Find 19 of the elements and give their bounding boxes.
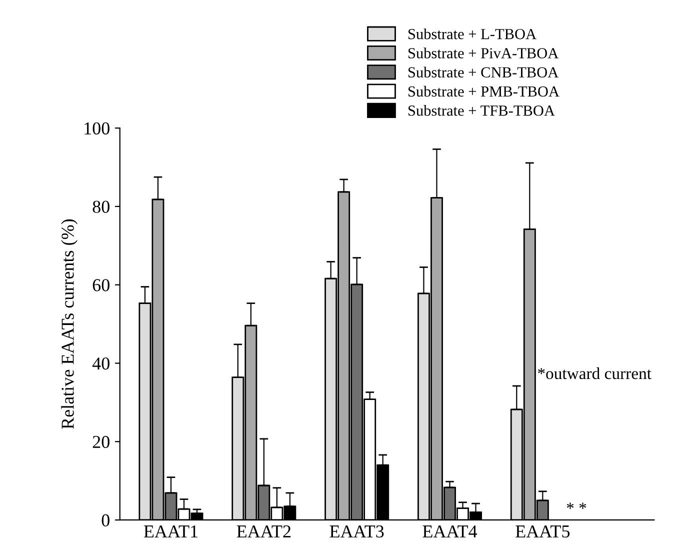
x-tick-label: EAAT1 (144, 525, 198, 538)
y-tick-label: 0 (102, 514, 110, 526)
y-tick-label: 60 (92, 279, 110, 292)
y-axis-title: Relative EAATs currents (%) (61, 219, 78, 429)
legend-label: Substrate + PMB-TBOA (408, 86, 560, 97)
x-tick-label: EAAT2 (236, 525, 290, 538)
legend-label: Substrate + PivA-TBOA (408, 48, 559, 58)
annotation: *outward current (538, 367, 652, 380)
y-tick-label: 80 (92, 200, 110, 213)
legend-label: Substrate + TFB-TBOA (408, 105, 555, 116)
x-tick-label: EAAT3 (330, 525, 384, 538)
legend-label: Substrate + L-TBOA (408, 28, 536, 40)
legend-label: Substrate + CNB-TBOA (408, 66, 559, 78)
annotation: * * (566, 502, 586, 509)
y-tick-label: 100 (84, 122, 110, 135)
x-tick-label: EAAT5 (516, 525, 570, 538)
y-tick-label: 20 (92, 436, 110, 448)
y-tick-label: 40 (92, 357, 110, 370)
x-tick-label: EAAT4 (422, 525, 478, 538)
